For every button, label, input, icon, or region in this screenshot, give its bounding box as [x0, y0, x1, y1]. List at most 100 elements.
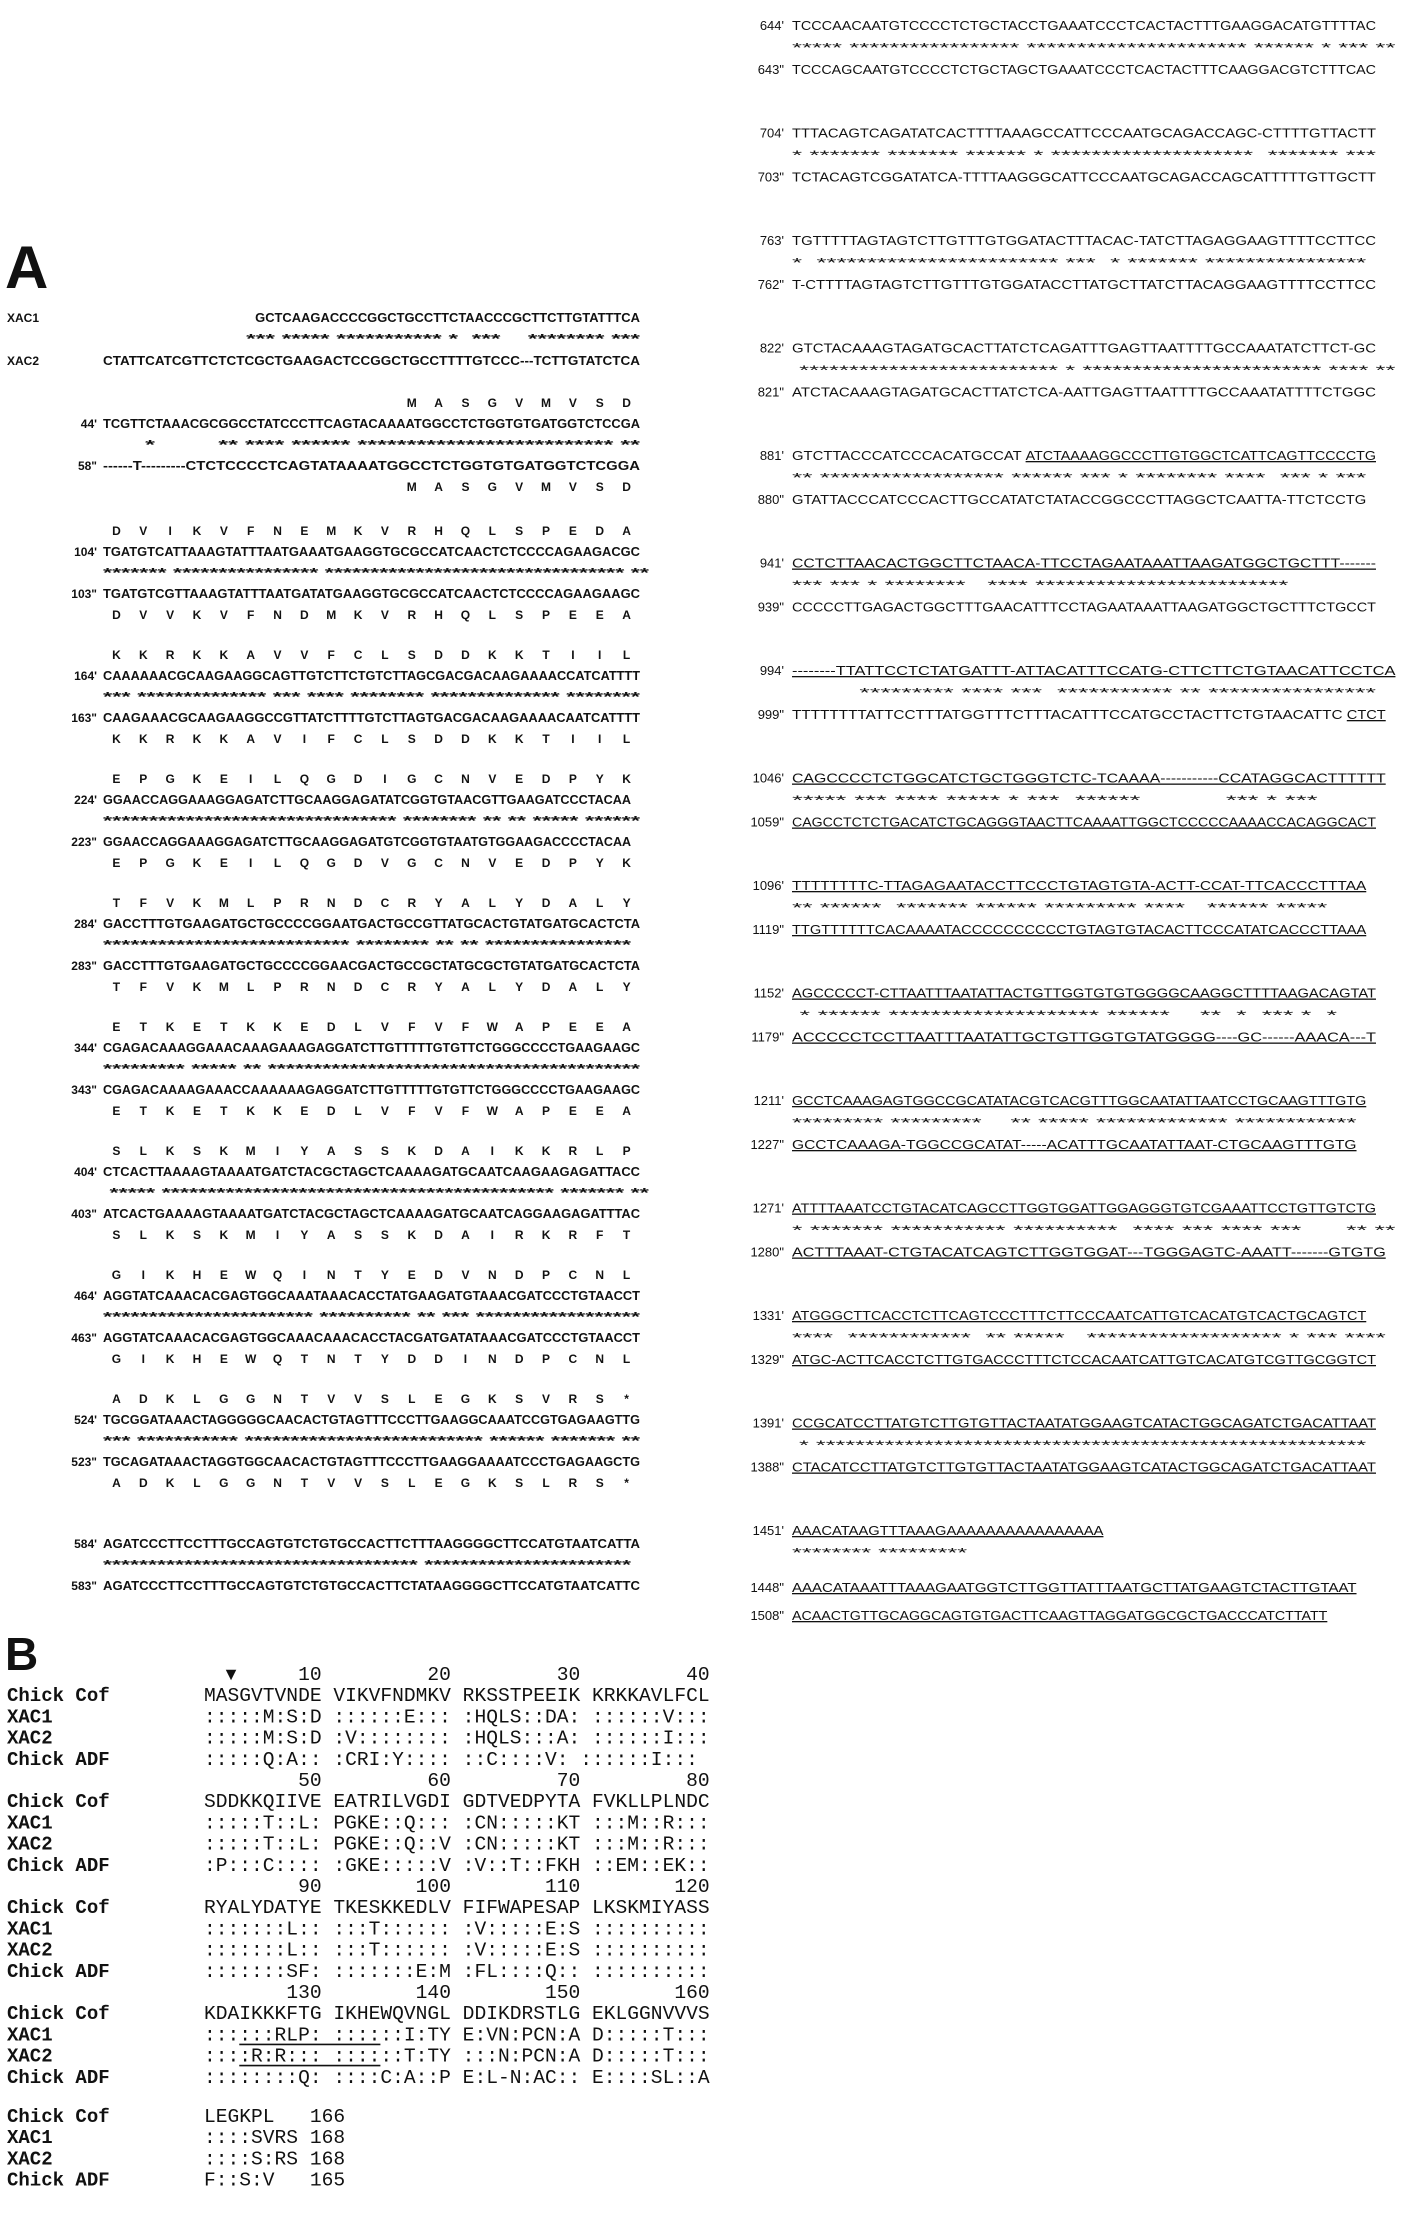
xac2-5utr-sequence: CTATTCATCGTTCTCTCGCTGAAGACTCCGGCTGCCTTTT… [103, 353, 641, 368]
xac1-position-number: 763' [760, 233, 784, 248]
xac2-sequence: ------T---------CTCTCCCCTCAGTATAAAATGGCC… [103, 458, 641, 473]
xac1-amino-acid: R [407, 524, 416, 538]
xac2-amino-acid: Y [435, 980, 443, 994]
xac2-sequence: GGAACCAGGAAAGGAGATCTTGCAAGGAGATGTCGGTGTA… [103, 834, 632, 849]
ruler-number: 110 [545, 1876, 580, 1898]
ruler-number: 150 [545, 1982, 580, 2004]
xac1-amino-acid: Y [435, 896, 443, 910]
xac1-amino-acid: F [247, 524, 254, 538]
xac2-amino-acid: V [354, 1476, 362, 1490]
xac1-amino-acid: Y [381, 1268, 389, 1282]
identity-stars: * ** **** ****** ***********************… [103, 437, 642, 452]
xac2-amino-acid: E [300, 1104, 308, 1118]
row-label: Chick Cof [7, 1897, 110, 1919]
xac2-amino-acid: D [542, 980, 551, 994]
xac1-position-number: 524' [74, 1413, 97, 1427]
xac2-amino-acid: K [166, 1352, 175, 1366]
xac1-amino-acid: M [541, 396, 551, 410]
xac2-amino-acid: K [139, 732, 148, 746]
xac1-amino-acid: Y [596, 772, 604, 786]
xac1-amino-acid: V [354, 1392, 362, 1406]
xac1-amino-acid: K [139, 648, 148, 662]
xac2-amino-acid: S [596, 480, 604, 494]
xac2-amino-acid: L [247, 980, 254, 994]
xac1-amino-acid: I [168, 524, 171, 538]
xac1-amino-acid: T [542, 648, 550, 662]
xac1-amino-acid: K [219, 1144, 228, 1158]
xac1-amino-acid: F [462, 1020, 469, 1034]
xac1-sequence-underlined: ATTTTAAATCCTGTACATCAGCCTTGGTGGATTGGAGGGT… [792, 1201, 1376, 1216]
xac2-amino-acid: A [622, 1104, 631, 1118]
xac1-amino-acid: S [461, 396, 469, 410]
xac2-amino-acid: S [381, 1228, 389, 1242]
xac1-amino-acid: I [249, 772, 252, 786]
identity-stars: ** ****************** ****** *** * *****… [792, 470, 1366, 485]
xac2-position-number: 1119" [752, 922, 784, 937]
xac1-amino-acid: L [408, 1392, 415, 1406]
xac2-amino-acid: T [140, 1104, 148, 1118]
xac1-sequence: GTCTTACCCATCCCACATGCCAT [792, 448, 1026, 463]
xac2-amino-acid: D [542, 856, 551, 870]
xac2-amino-acid: G [246, 1476, 255, 1490]
ruler-number: 160 [674, 1982, 709, 2004]
xac1-amino-acid: Q [461, 524, 470, 538]
xac1-sequence-underlined: ATCTAAAAGGCCCTTGTGGCTCATTCAGTTCCCCTG [1026, 448, 1376, 463]
identity-stars: * ******* ******* ****** * *************… [792, 148, 1376, 163]
xac1-amino-acid: T [301, 1392, 309, 1406]
panel-b-label: B [5, 1628, 38, 1680]
xac2-amino-acid: G [407, 856, 416, 870]
xac2-position-number: 103" [71, 587, 97, 601]
xac1-amino-acid: P [274, 896, 282, 910]
sequence-length: 168 [310, 2148, 345, 2170]
xac1-position-number: 704' [760, 126, 784, 141]
xac1-position-number: 1271' [753, 1201, 784, 1216]
xac2-amino-acid: N [327, 1352, 336, 1366]
xac1-position-number: 1096' [753, 878, 784, 893]
xac2-amino-acid: C [434, 856, 443, 870]
xac2-amino-acid: R [166, 732, 175, 746]
row-label: Chick ADF [7, 1749, 110, 1771]
chick-adf-row: :::::Q:A:: :CRI:Y:::: ::C::::V: ::::::I:… [204, 1749, 698, 1771]
xac1-sequence: TTTACAGTCAGATATCACTTTTAAAGCCATTCCCAATGCA… [792, 126, 1376, 141]
xac2-amino-acid: D [434, 732, 443, 746]
xac1-amino-acid: * [624, 1392, 629, 1406]
xac2-amino-acid: K [166, 1104, 175, 1118]
xac2-amino-acid: V [515, 480, 523, 494]
xac2-position-number: 163" [71, 711, 97, 725]
xac2-amino-acid: W [487, 1104, 499, 1118]
xac1-amino-acid: I [571, 648, 574, 662]
arrow-icon: ▼ [222, 1664, 240, 1684]
xac2-amino-acid: E [596, 608, 604, 622]
xac1-sequence: CAAAAAACGCAAGAAGGCAGTTGTCTTCTGTCTTAGCGAC… [103, 668, 640, 683]
xac2-amino-acid: E [220, 1352, 228, 1366]
xac2-amino-acid: E [435, 1476, 443, 1490]
identity-stars: * ************************ *** * *******… [792, 255, 1366, 270]
xac2-amino-acid: V [139, 608, 147, 622]
xac1-sequence-underlined: --------TTATTCCTCTATGATTT-ATTACATTTCCATG… [792, 663, 1396, 678]
xac1-amino-acid: T [354, 1268, 362, 1282]
row-label: XAC2 [7, 1834, 53, 1856]
xac2-sequence: TGATGTCGTTAAAGTATTTAATGATATGAAGGTGCGCCAT… [103, 586, 641, 601]
xac1-amino-acid: E [435, 1392, 443, 1406]
xac2-amino-acid: D [327, 1104, 336, 1118]
ruler-number: 100 [416, 1876, 451, 1898]
xac1-row: ::::::RLP: ::::::I:TY E:VN:PCN:A D:::::T… [204, 2024, 710, 2046]
row-label: Chick Cof [7, 1791, 110, 1813]
xac1-amino-acid: W [245, 1268, 257, 1282]
xac2-amino-acid: I [464, 1352, 467, 1366]
xac2-amino-acid: A [461, 1228, 470, 1242]
xac1-amino-acid: D [354, 772, 363, 786]
xac1-amino-acid: V [435, 1020, 443, 1034]
xac2-position-number: 762" [758, 277, 785, 292]
xac1-amino-acid: K [622, 772, 631, 786]
xac1-sequence: AGGTATCAAACACGAGTGGCAAATAAACACCTATGAAGAT… [103, 1288, 640, 1303]
xac1-amino-acid: D [434, 1144, 443, 1158]
xac1-amino-acid: D [112, 524, 121, 538]
row-label: XAC1 [7, 1812, 53, 1834]
xac2-amino-acid: F [140, 980, 147, 994]
xac2-sequence-underlined: AAACATAAATTTAAAGAATGGTCTTGGTTATTTAATGCTT… [792, 1580, 1357, 1595]
row-label: Chick ADF [7, 1961, 110, 1983]
xac1-amino-acid: E [569, 524, 577, 538]
xac2-amino-acid: R [407, 980, 416, 994]
xac1-sequence-underlined: CCTCTTAACACTGGCTTCTAACA-TTCCTAGAATAAATTA… [792, 556, 1376, 571]
